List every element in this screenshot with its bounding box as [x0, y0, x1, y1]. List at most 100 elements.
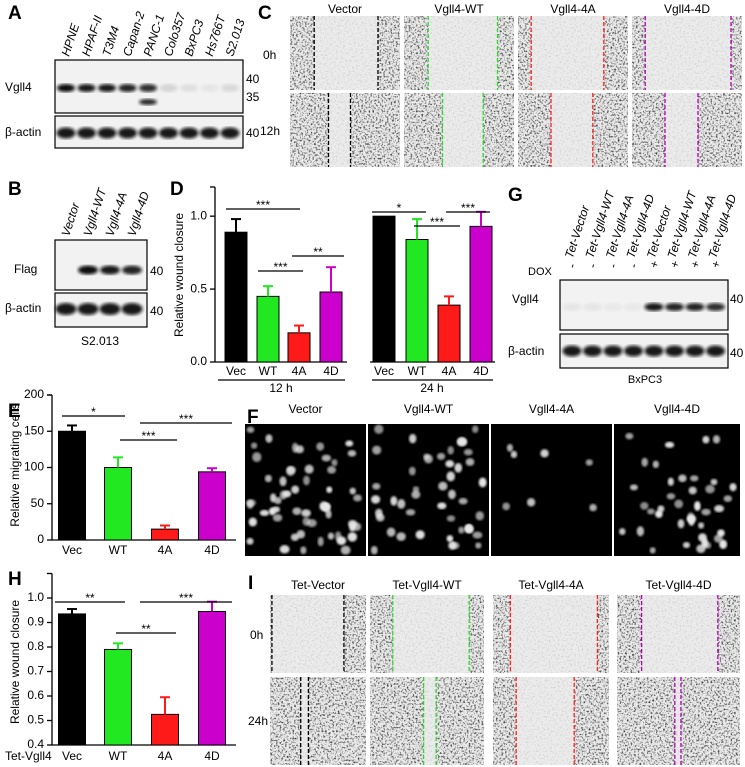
significance-label: ***: [430, 215, 444, 229]
x-tick-label: WT: [109, 543, 128, 557]
panel-label: G: [508, 185, 523, 206]
nucleus: [248, 517, 258, 527]
nucleus: [264, 474, 272, 483]
blot-band: [685, 345, 705, 357]
marker-label: 40: [246, 126, 260, 140]
nucleus: [290, 533, 300, 541]
significance-label: ***: [179, 591, 193, 605]
nucleus: [719, 539, 728, 549]
column-label: Vgll4-4A: [529, 402, 574, 416]
bar: [151, 528, 179, 541]
nucleus: [370, 545, 378, 555]
nucleus: [286, 466, 295, 476]
panel-label: F: [247, 407, 259, 428]
blot-band: [118, 84, 137, 92]
fluorescence-image: [368, 424, 489, 556]
nucleus: [397, 499, 406, 509]
y-tick-label: 0.8: [27, 639, 44, 653]
nucleus: [304, 464, 314, 474]
blot-band: [99, 303, 121, 315]
blot-band: [139, 99, 157, 105]
bar: [58, 613, 86, 746]
nucleus: [710, 478, 718, 486]
dox-sign: +: [667, 259, 682, 270]
nucleus: [646, 508, 655, 515]
nucleus: [246, 426, 255, 433]
column-label: Tet-Vector: [291, 578, 345, 592]
panel-label: A: [8, 3, 22, 24]
nucleus: [340, 545, 351, 555]
nucleus: [540, 449, 549, 458]
nucleus: [331, 459, 338, 467]
x-tick-label: Vec: [62, 543, 82, 557]
y-tick-label: 150: [24, 423, 44, 437]
blot-band: [100, 265, 120, 275]
x-tick-label: 4A: [158, 543, 173, 557]
column-label: Vgll4-4A: [550, 2, 595, 16]
x-tick-label: WT: [259, 364, 278, 378]
column-label: Vgll4-WT: [434, 2, 484, 16]
blot-background: [54, 239, 148, 291]
blot-band: [97, 127, 117, 139]
nucleus: [372, 483, 381, 490]
blot-band: [98, 84, 116, 92]
blot-band: [159, 127, 178, 139]
bar: [104, 648, 132, 746]
nucleus: [712, 435, 721, 444]
nucleus: [625, 432, 634, 440]
y-tick-label: 1.0: [190, 208, 207, 222]
nucleus: [457, 437, 468, 446]
y-tick-label: 0.0: [190, 354, 207, 368]
nucleus: [636, 526, 645, 537]
bar: [372, 215, 396, 363]
x-tick-label: 4D: [323, 364, 339, 378]
nucleus: [336, 536, 347, 546]
row-label: 0h: [263, 48, 276, 62]
row-label: 12h: [260, 124, 280, 138]
nucleus: [252, 452, 262, 463]
nucleus: [526, 497, 536, 507]
group-label: 12 h: [269, 381, 292, 395]
nucleus: [687, 512, 695, 522]
row-label: Flag: [14, 262, 37, 276]
bar: [198, 610, 226, 746]
column-label: Tet-Vgll4-WT: [392, 578, 462, 592]
wound-area: [531, 16, 604, 90]
nucleus: [386, 527, 396, 537]
wound-area: [442, 93, 484, 167]
blot-band: [121, 303, 143, 315]
bar: [469, 225, 493, 363]
blot-band: [180, 84, 198, 92]
panel-label: I: [248, 573, 253, 594]
column-label: Vgll4-4D: [664, 2, 710, 16]
blot-band: [706, 345, 725, 357]
nucleus: [446, 535, 454, 542]
nucleus: [682, 541, 691, 549]
nucleus: [652, 460, 659, 469]
nucleus: [374, 424, 384, 434]
row-label: 24h: [248, 714, 268, 728]
nucleus: [678, 474, 687, 483]
nucleus: [265, 434, 273, 443]
x-axis-title: Tet-Vgll4: [5, 749, 52, 763]
nucleus: [352, 522, 362, 531]
column-label: Vgll4-WT: [404, 402, 454, 416]
wound-area: [328, 93, 351, 167]
marker-label: 40: [150, 264, 164, 278]
nucleus: [316, 442, 325, 451]
panel-label: D: [170, 179, 184, 200]
nucleus: [303, 475, 310, 486]
panel-label: C: [258, 3, 272, 24]
dox-sign: +: [708, 259, 723, 270]
y-tick-label: 0.4: [27, 737, 44, 751]
dox-sign: -: [626, 262, 641, 270]
blot-band: [221, 84, 239, 92]
nucleus: [674, 499, 684, 509]
bar: [224, 231, 248, 363]
nucleus: [475, 511, 484, 521]
column-label: Tet-Vgll4-4A: [518, 578, 583, 592]
panel-label: B: [8, 179, 22, 200]
nucleus: [454, 463, 463, 473]
nucleus: [409, 433, 417, 444]
blot-band: [644, 303, 664, 311]
